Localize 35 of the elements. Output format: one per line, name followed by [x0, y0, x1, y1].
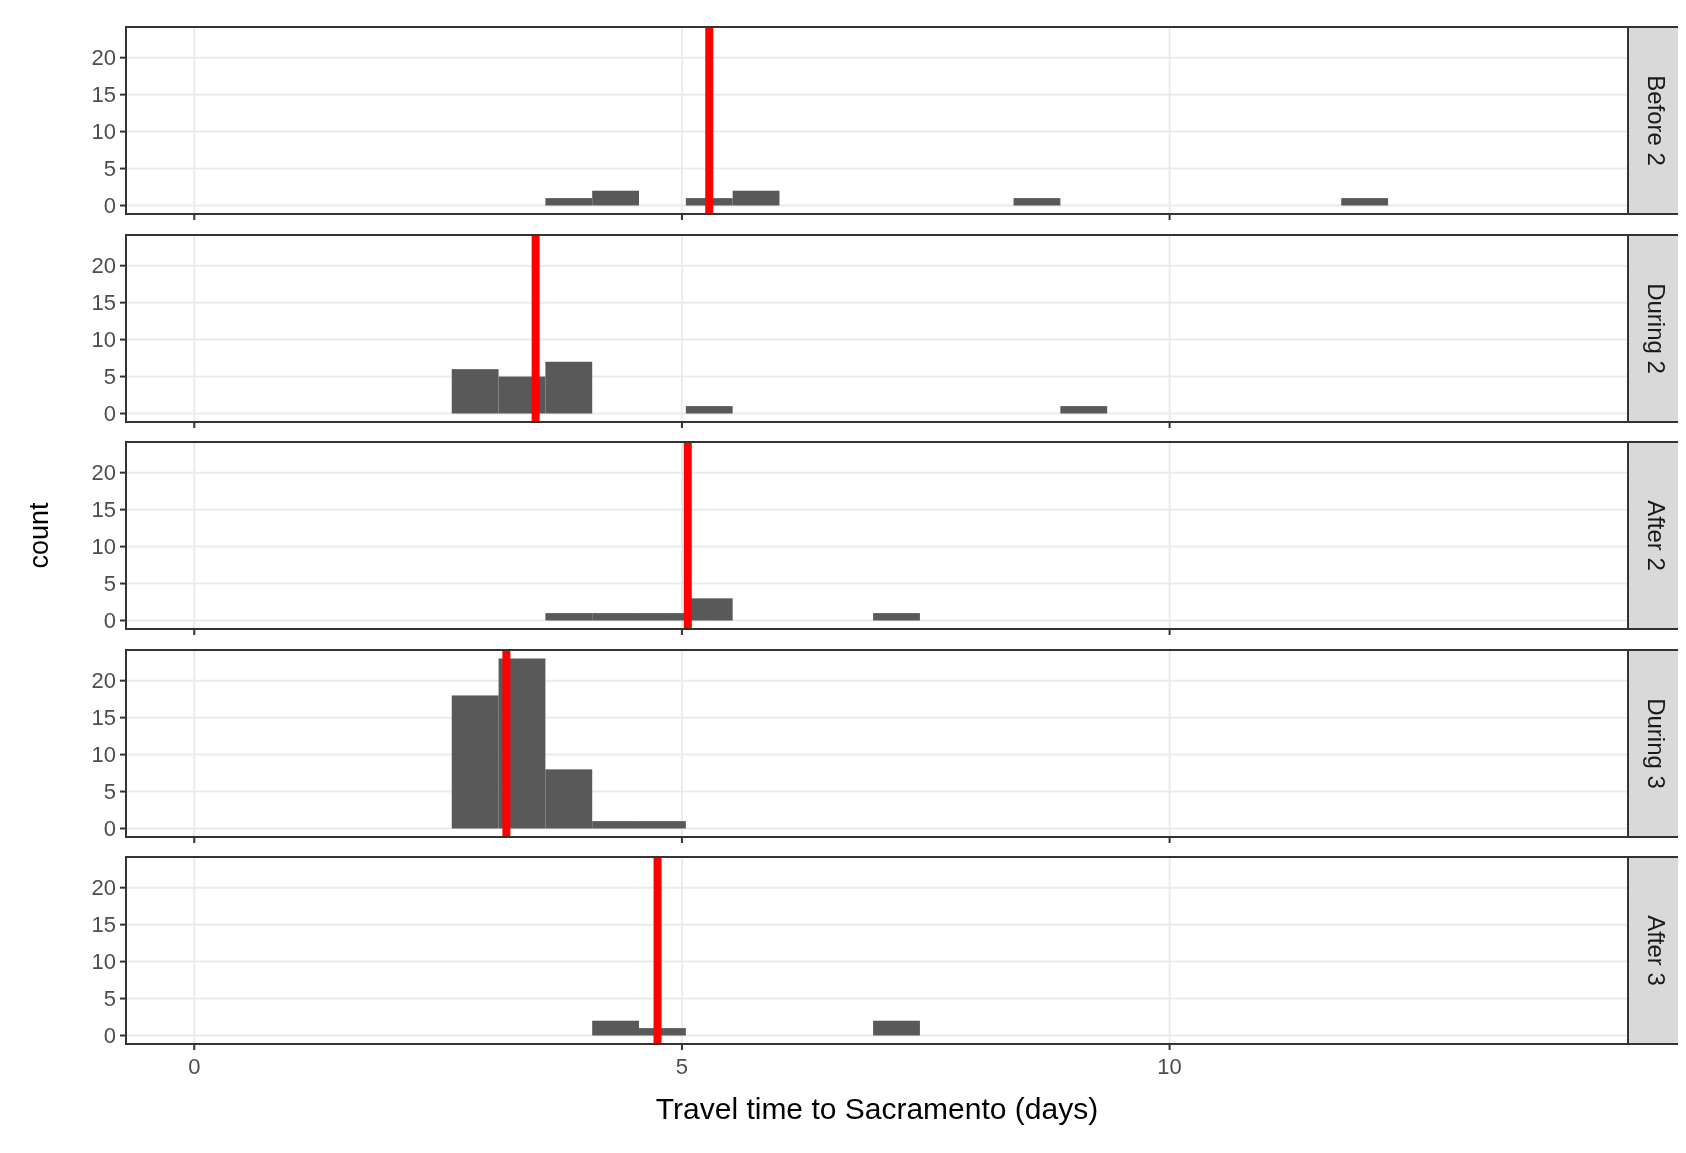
y-tick-label: 15: [91, 912, 116, 938]
y-tick-label: 0: [103, 1023, 116, 1049]
x-tick-label: 0: [188, 1054, 201, 1079]
y-tick-label: 0: [103, 193, 116, 219]
y-tick-label: 20: [91, 252, 116, 278]
text: After 2: [1642, 500, 1670, 571]
text: Before 2: [1642, 75, 1670, 166]
text: During 2: [1642, 282, 1670, 374]
x-tick-label: 10: [1157, 1054, 1182, 1079]
y-tick-label: 10: [91, 949, 116, 975]
y-tick-label: 10: [91, 119, 116, 145]
y-tick-label: 5: [103, 986, 116, 1012]
y-tick-label: 15: [91, 497, 116, 523]
text: After 3: [1642, 915, 1670, 986]
y-tick-label: 5: [103, 156, 116, 182]
y-tick-label: 15: [91, 289, 116, 315]
y-axis-title: count: [24, 501, 54, 569]
y-tick-label: 5: [103, 571, 116, 597]
y-tick-label: 15: [91, 82, 116, 108]
text: During 3: [1642, 697, 1670, 789]
y-tick-label: 20: [91, 45, 116, 71]
y-tick-label: 0: [103, 815, 116, 841]
y-tick-label: 10: [91, 534, 116, 560]
y-tick-label: 5: [103, 778, 116, 804]
y-tick-label: 20: [91, 460, 116, 486]
y-tick-label: 10: [91, 741, 116, 767]
y-tick-label: 0: [103, 608, 116, 634]
y-tick-label: 15: [91, 704, 116, 730]
x-axis-title: Travel time to Sacramento (days): [655, 1092, 1099, 1125]
y-tick-label: 0: [103, 400, 116, 426]
x-tick-label: 5: [675, 1054, 689, 1079]
y-tick-label: 20: [91, 875, 116, 901]
y-tick-label: 10: [91, 326, 116, 352]
y-tick-label: 20: [91, 667, 116, 693]
y-tick-label: 5: [103, 363, 116, 389]
